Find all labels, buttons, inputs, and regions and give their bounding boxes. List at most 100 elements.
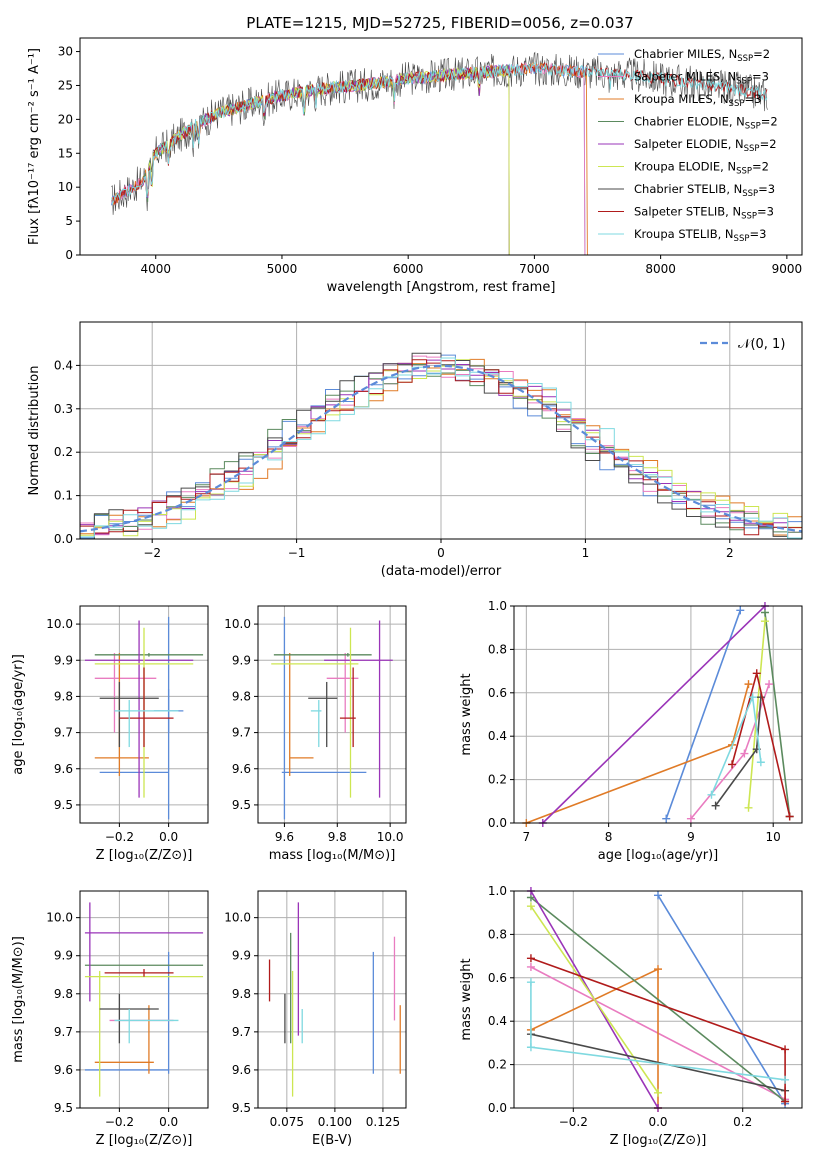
- legend-label-tail: =3: [752, 70, 769, 84]
- weight-line-salpeter-elodie: [542, 605, 766, 824]
- x-tick-label: −0.2: [559, 1115, 588, 1129]
- legend-label: 𝒩(0, 1): [738, 337, 785, 352]
- weight-marker-kroupa-miles: [654, 965, 662, 974]
- legend-label: Chabrier ELODIE, NSSP=2: [634, 115, 778, 132]
- legend-label-sub: SSP: [745, 122, 761, 132]
- weight-marker-salpeter-stelib: [785, 812, 794, 821]
- y-tick-label: 0.0: [488, 816, 507, 830]
- weight-marker-chabrier-miles: [662, 814, 671, 823]
- x-tick-label: 0.075: [270, 1115, 304, 1129]
- weight-marker-kroupa-elodie: [526, 902, 535, 911]
- spectrum-line-chabrier-miles: [111, 63, 586, 255]
- y-tick-label: 0.2: [488, 773, 507, 787]
- legend-label-sub: SSP: [734, 234, 750, 244]
- weight-line-chabrier-miles: [665, 610, 742, 819]
- weight-line-kroupa-elodie: [530, 905, 659, 1094]
- weight-marker-kroupa-stelib: [526, 978, 535, 987]
- x-tick-label: 0.0: [159, 1115, 178, 1129]
- legend-label-sub: SSP: [744, 144, 760, 154]
- legend-label-sub: SSP: [742, 189, 758, 199]
- y-tick-label: 0.6: [488, 971, 507, 985]
- ebv-mass-panel: 0.075 0.100 0.125 9.5 9.6 9.7 9.8 9.9 10.0 E(B-V): [224, 890, 407, 1148]
- y-tick-label: 30: [58, 45, 73, 59]
- spectrum-line-chabrier-stelib: [111, 51, 768, 215]
- weight-marker-salpeter-miles: [526, 962, 535, 971]
- axes-frame: [257, 890, 407, 1109]
- y-tick-label: 9.7: [232, 1025, 251, 1039]
- y-tick-label: 9.7: [54, 1025, 73, 1039]
- x-axis-label: wavelength [Angstrom, rest frame]: [327, 280, 556, 295]
- legend-label: Kroupa ELODIE, NSSP=2: [634, 160, 769, 177]
- axes-frame: [513, 890, 803, 1109]
- y-tick-label: 20: [58, 112, 73, 126]
- axes-frame: [79, 890, 209, 1109]
- legend-label-main: Salpeter ELODIE, N: [634, 137, 744, 151]
- x-tick-label: 4000: [140, 262, 171, 276]
- y-tick-label: 10.0: [46, 911, 73, 925]
- weight-marker-salpeter-stelib: [728, 760, 737, 769]
- x-tick-label: 9.8: [328, 830, 347, 844]
- y-tick-label: 0.8: [488, 927, 507, 941]
- y-tick-label: 9.9: [54, 653, 73, 667]
- spectrum-panel: 4000 5000 6000 7000 8000 9000 0 5 10 15 20 25 30 wave…: [27, 37, 803, 295]
- legend-label: Kroupa MILES, NSSP=3: [634, 92, 761, 109]
- z-age-panel: −0.2 0.0 9.5 9.6 9.7 9.8 9.9 10.0 Z [log₁₀(Z/Z⊙)…: [11, 605, 209, 863]
- legend-label-tail: =2: [761, 115, 778, 129]
- x-axis-label: (data-model)/error: [381, 564, 502, 579]
- y-tick-label: 9.6: [54, 1063, 73, 1077]
- y-axis-label: Normed distribution: [27, 366, 42, 496]
- x-tick-label: −1: [288, 546, 306, 560]
- x-tick-label: 0: [437, 546, 445, 560]
- x-tick-label: 9000: [772, 262, 803, 276]
- legend-label-main: Kroupa MILES, N: [634, 92, 729, 106]
- y-tick-label: 0.8: [488, 642, 507, 656]
- y-tick-label: 0.0: [488, 1101, 507, 1115]
- figure-title: PLATE=1215, MJD=52725, FIBERID=0056, z=0…: [246, 14, 633, 32]
- weight-marker-kroupa-elodie: [654, 1088, 662, 1097]
- x-tick-label: 7: [523, 830, 531, 844]
- x-axis-label: E(B-V): [312, 1133, 352, 1148]
- y-tick-label: 9.5: [232, 798, 251, 812]
- x-tick-label: 0.0: [648, 1115, 667, 1129]
- age-weight-panel: 7 8 9 10 0.0 0.2 0.4 0.6 0.8 1.0 age [log₁₀(age/yr…: [459, 599, 803, 863]
- legend-label: Salpeter MILES, NSSP=3: [634, 70, 769, 87]
- y-axis-label: mass [log₁₀(M/M⊙)]: [11, 936, 26, 1063]
- weight-marker-kroupa-stelib: [781, 1075, 790, 1084]
- y-tick-label: 9.6: [232, 1063, 251, 1077]
- y-tick-label: 9.5: [54, 798, 73, 812]
- y-tick-label: 15: [58, 146, 73, 160]
- legend-label-main: Salpeter MILES, N: [634, 70, 736, 84]
- weight-marker-chabrier-miles: [736, 606, 745, 615]
- legend-label-tail: =3: [757, 205, 774, 219]
- y-axis-label: age [log₁₀(age/yr)]: [11, 654, 26, 775]
- y-tick-label: 0.4: [54, 358, 73, 372]
- x-axis-label: age [log₁₀(age/yr)]: [598, 848, 719, 863]
- histogram-kroupa-stelib: [80, 357, 802, 539]
- legend-label-sub: SSP: [737, 54, 753, 64]
- weight-line-chabrier-stelib: [530, 1033, 786, 1092]
- legend-label-sub: SSP: [741, 212, 757, 222]
- x-tick-label: −0.2: [105, 1115, 134, 1129]
- legend-label: Chabrier MILES, NSSP=2: [634, 47, 770, 64]
- spectrum-line-kroupa-elodie: [142, 65, 510, 255]
- weight-line-kroupa-elodie: [747, 621, 766, 808]
- y-tick-label: 9.9: [232, 949, 251, 963]
- legend-label-main: Chabrier MILES, N: [634, 47, 737, 61]
- spectrum-line-kroupa-stelib: [111, 62, 768, 205]
- weight-line-chabrier-elodie: [530, 896, 786, 1103]
- y-tick-label: 0.2: [54, 445, 73, 459]
- y-tick-label: 9.7: [232, 726, 251, 740]
- legend-label-sub: SSP: [736, 167, 752, 177]
- y-tick-label: 9.7: [54, 726, 73, 740]
- x-tick-label: 6000: [393, 262, 424, 276]
- y-tick-label: 9.8: [232, 987, 251, 1001]
- x-tick-label: 0.100: [318, 1115, 352, 1129]
- y-tick-label: 5: [65, 214, 73, 228]
- weight-marker-salpeter-miles: [740, 749, 749, 758]
- y-tick-label: 1.0: [488, 884, 507, 898]
- x-tick-label: 0.0: [159, 830, 178, 844]
- weight-marker-salpeter-miles: [765, 680, 774, 689]
- y-tick-label: 0.1: [54, 489, 73, 503]
- y-tick-label: 9.9: [232, 653, 251, 667]
- y-tick-label: 0.3: [54, 402, 73, 416]
